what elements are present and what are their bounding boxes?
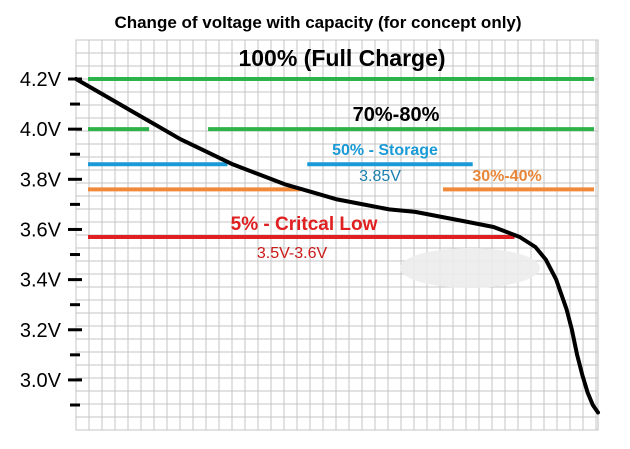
band-labels: 100% (Full Charge) 70%-80% 50% - Storage 3.…: [231, 45, 542, 262]
y-tick-label: 3.2V: [20, 320, 62, 342]
y-axis: 4.2V 4.0V 3.8V 3.6V 3.4V 3.2V 3.0V: [20, 69, 82, 407]
y-tick-label: 3.8V: [20, 169, 62, 191]
reference-bands: [88, 77, 594, 239]
voltage-curve: [74, 77, 600, 415]
chart-title: Change of voltage with capacity (for con…: [114, 13, 521, 32]
label-critical_value: 3.5V-3.6V: [257, 245, 328, 262]
label-storage: 50% - Storage: [332, 142, 438, 159]
label-seventy: 70%-80%: [353, 104, 440, 126]
y-tick-label: 3.0V: [20, 370, 62, 392]
label-storage_value: 3.85V: [359, 168, 401, 185]
y-tick-label: 4.2V: [20, 69, 62, 91]
y-tick-label: 3.4V: [20, 270, 62, 292]
voltage-curve-group: [74, 77, 600, 415]
label-critical: 5% - Critcal Low: [231, 214, 378, 235]
y-tick-label: 3.6V: [20, 219, 62, 241]
y-tick-label: 4.0V: [20, 119, 62, 141]
label-full: 100% (Full Charge): [238, 45, 445, 71]
blurred-smudge: [400, 248, 540, 288]
label-thirty: 30%-40%: [472, 168, 541, 185]
